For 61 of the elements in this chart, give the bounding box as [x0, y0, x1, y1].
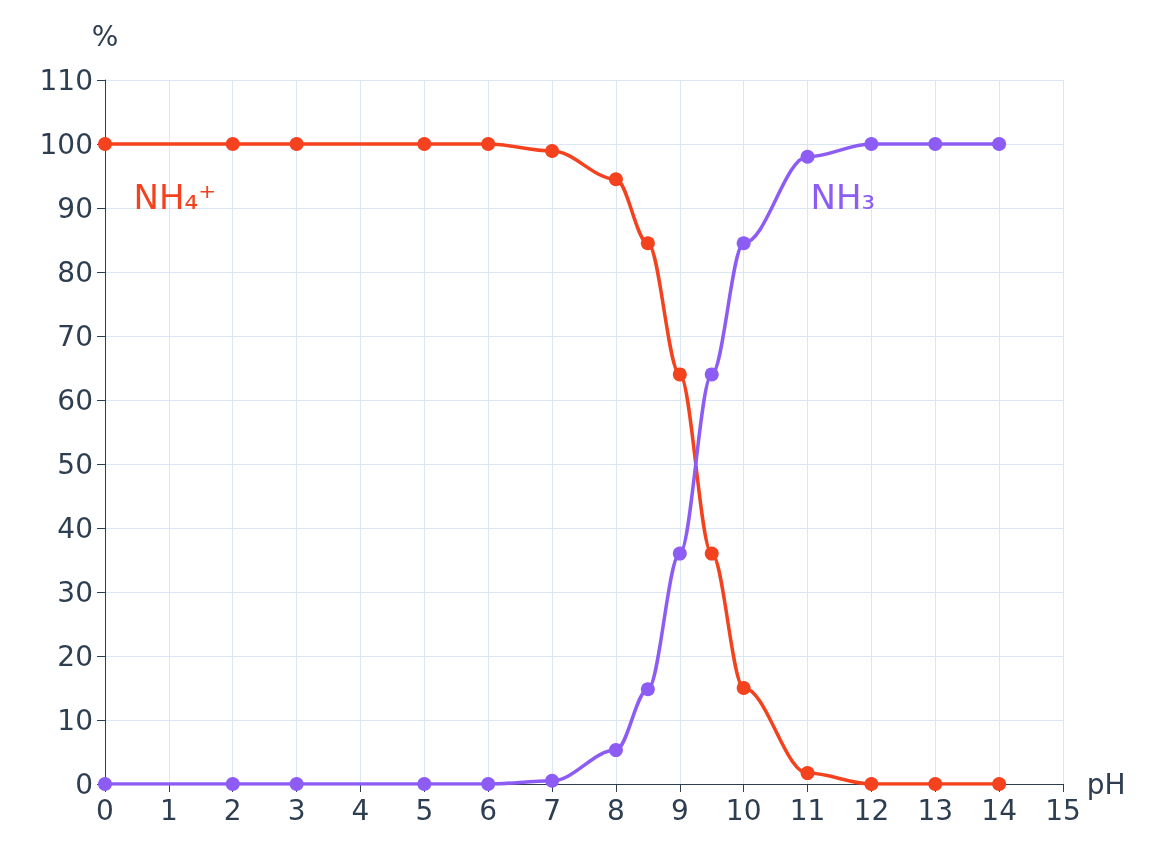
y-tick-label: 30 — [57, 575, 93, 609]
point — [417, 137, 432, 151]
y-tick-label: 50 — [57, 447, 93, 481]
y-tick-label: 20 — [57, 639, 93, 673]
point — [225, 777, 240, 791]
point — [704, 546, 719, 561]
x-tick-label: 6 — [479, 793, 498, 827]
point — [545, 144, 560, 159]
x-tick-label: 12 — [853, 793, 890, 827]
x-tick-label: 1 — [159, 793, 178, 827]
x-tick-label: 9 — [670, 793, 689, 827]
x-tick-label: 15 — [1045, 793, 1081, 827]
x-tick-label: 13 — [917, 793, 954, 827]
point — [289, 137, 304, 151]
y-tick-label: 100 — [39, 127, 93, 161]
x-tick-label: 10 — [725, 793, 762, 827]
point — [736, 236, 751, 251]
x-tick-label: 4 — [351, 793, 370, 827]
point — [736, 681, 751, 695]
point — [800, 766, 815, 781]
x-tick-label: 8 — [607, 793, 625, 827]
point — [640, 236, 655, 251]
point — [704, 367, 719, 382]
point — [864, 137, 879, 151]
point — [672, 546, 687, 561]
point — [481, 777, 496, 791]
point — [481, 137, 496, 151]
point — [928, 137, 943, 151]
series-label: NH₃ — [810, 176, 876, 217]
x-tick-label: 14 — [981, 793, 1017, 827]
point — [800, 149, 815, 164]
point — [992, 777, 1007, 791]
y-tick-label: 70 — [57, 319, 93, 353]
point — [545, 773, 560, 788]
y-tick-label: 80 — [57, 255, 93, 289]
y-tick-label: 110 — [39, 63, 93, 97]
point — [928, 777, 943, 791]
point — [289, 777, 304, 791]
y-tick-label: 10 — [57, 703, 93, 737]
x-tick-label: 3 — [287, 793, 306, 827]
x-tick-label: 11 — [789, 793, 826, 827]
point — [864, 777, 879, 791]
y-tick-label: 60 — [57, 383, 93, 417]
x-axis-title: pH — [1086, 767, 1126, 801]
point — [417, 777, 432, 791]
point — [672, 367, 687, 382]
x-tick-label: 7 — [543, 793, 561, 827]
point — [608, 172, 623, 187]
y-tick-label: 0 — [75, 767, 93, 801]
y-axis-title: % — [91, 19, 119, 53]
point — [608, 743, 623, 758]
point — [992, 137, 1007, 151]
x-tick-label: 5 — [415, 793, 434, 827]
y-tick-label: 40 — [57, 511, 93, 545]
x-tick-label: 2 — [223, 793, 242, 827]
point — [98, 137, 112, 151]
series-label: NH₄⁺ — [133, 176, 217, 217]
y-tick-label: 90 — [57, 191, 93, 225]
point — [225, 137, 240, 151]
point — [640, 682, 655, 697]
x-tick-label: 0 — [96, 793, 114, 827]
